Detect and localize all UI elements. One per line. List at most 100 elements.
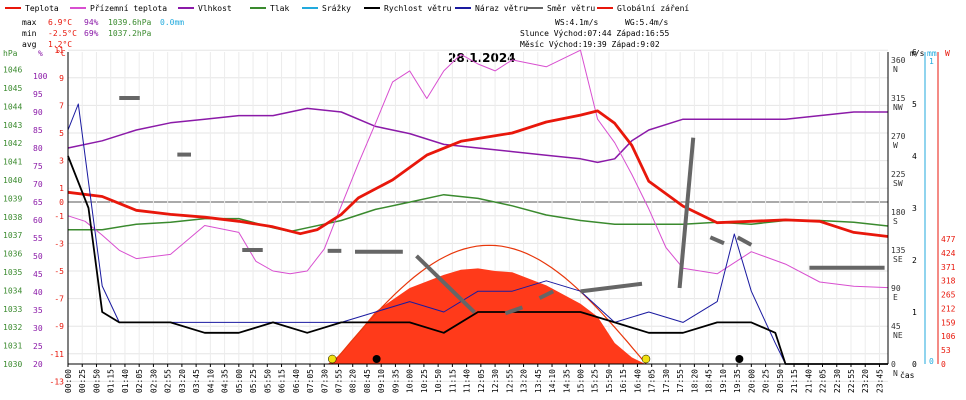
humidity-tick-label: 100 (33, 72, 48, 81)
hpa-tick-label: 1040 (3, 176, 22, 185)
direction-tick-degrees: 225 (891, 170, 906, 179)
direction-tick-cardinal: N (893, 369, 898, 378)
x-tick-label: 14:10 (548, 369, 557, 393)
avg-label: avg (22, 40, 37, 49)
x-tick-label: 08:45 (363, 369, 372, 393)
x-tick-label: 01:40 (121, 369, 130, 393)
temperature-axis-title: °C (56, 49, 66, 58)
x-tick-label: 22:30 (833, 369, 842, 393)
x-tick-label: 19:10 (719, 369, 728, 393)
humidity-tick-label: 95 (33, 90, 43, 99)
x-tick-label: 18:45 (705, 369, 714, 393)
w-tick-label: 477 (941, 235, 956, 244)
max-label: max (22, 18, 37, 27)
hpa-tick-label: 1045 (3, 84, 22, 93)
legend-label: Směr větru (547, 4, 595, 13)
x-tick-label: 23:45 (875, 369, 884, 393)
hpa-tick-label: 1032 (3, 323, 22, 332)
x-tick-label: 16:40 (633, 369, 642, 393)
direction-tick-degrees: 270 (891, 132, 906, 141)
direction-tick-degrees: 360 (891, 56, 906, 65)
humidity-line (67, 107, 888, 164)
x-tick-label: 15:00 (577, 369, 586, 393)
hpa-tick-label: 1044 (3, 102, 22, 111)
hpa-tick-label: 1034 (3, 286, 22, 295)
humidity-tick-label: 30 (33, 324, 43, 333)
hpa-tick-label: 1039 (3, 194, 22, 203)
x-tick-label: 00:25 (78, 369, 87, 393)
ms-tick-label: 4 (912, 152, 917, 161)
x-tick-label: 20:25 (762, 369, 771, 393)
humidity-tick-label: 35 (33, 306, 43, 315)
x-tick-label: 11:15 (448, 369, 457, 393)
direction-tick-degrees: 90 (891, 284, 901, 293)
max-temp: 6.9°C (48, 18, 72, 27)
x-tick-label: 12:55 (505, 369, 514, 393)
x-tick-label: 11:40 (463, 369, 472, 393)
w-axis-title: W (945, 49, 950, 58)
temperature-tick-label: -13 (50, 377, 65, 386)
wg-text: WG:5.4m/s (625, 18, 669, 27)
direction-tick-cardinal: SW (893, 179, 903, 188)
legend-label: Náraz větru (475, 4, 528, 13)
clear-sky-radiation-line (331, 244, 647, 365)
direction-tick-cardinal: S (893, 217, 898, 226)
humidity-tick-label: 80 (33, 144, 43, 153)
wind-direction-segment (580, 281, 643, 294)
w-tick-label: 0 (941, 360, 946, 369)
x-tick-label: 03:45 (192, 369, 201, 393)
x-tick-label: 04:10 (206, 369, 215, 393)
hpa-tick-label: 1037 (3, 231, 22, 240)
series-lines (67, 49, 889, 365)
direction-tick-cardinal: E (893, 293, 898, 302)
w-tick-label: 371 (941, 263, 956, 272)
x-tick-label: 23:20 (861, 369, 870, 393)
w-tick-label: 106 (941, 332, 956, 341)
wind-direction-segment (709, 235, 725, 246)
sun-moon-markers (327, 354, 744, 364)
sun-text: Slunce Východ:07:44 Západ:16:55 (520, 29, 669, 38)
hpa-tick-label: 1033 (3, 305, 22, 314)
humidity-tick-label: 25 (33, 342, 43, 351)
legend: Teplota Přízemní teplota Vlhkost Tlak Srážky… (5, 4, 689, 13)
ms-tick-label: 6 (912, 48, 917, 57)
min-label: min (22, 29, 37, 38)
temperature-tick-label: 11 (54, 46, 64, 55)
x-tick-label: 02:55 (164, 369, 173, 393)
chart-title: 28.1.2024 (448, 51, 516, 65)
humidity-tick-label: 45 (33, 270, 43, 279)
temperature-tick-label: -9 (54, 322, 64, 331)
wind-direction-segment (538, 289, 555, 300)
humidity-tick-label: 85 (33, 126, 43, 135)
legend-label: Rychlost větru (384, 4, 452, 13)
temperature-tick-label: -11 (50, 350, 65, 359)
direction-tick-cardinal: NW (893, 103, 903, 112)
w-tick-label: 424 (941, 249, 956, 258)
x-tick-label: 22:55 (847, 369, 856, 393)
temperature-tick-label: 9 (59, 74, 64, 83)
min-hum: 69% (84, 29, 99, 38)
x-tick-label: 20:00 (747, 369, 756, 393)
x-tick-label: 21:40 (804, 369, 813, 393)
x-tick-label: 12:05 (477, 369, 486, 393)
ms-tick-label: 1 (912, 308, 917, 317)
ms-axis-title: m/s (910, 49, 925, 58)
hpa-tick-label: 1041 (3, 158, 22, 167)
temperature-tick-label: 5 (59, 129, 64, 138)
legend-label: Srážky (322, 4, 351, 13)
ms-tick-label: 0 (912, 360, 917, 369)
max-hum: 94% (84, 18, 99, 27)
humidity-axis-title: % (38, 49, 43, 58)
wind-direction-segment (504, 305, 524, 316)
wind-sun-info: WS:4.1m/s WG:5.4m/s Slunce Východ:07:44 … (520, 18, 669, 49)
humidity-tick-label: 40 (33, 288, 43, 297)
direction-tick-cardinal: SE (893, 255, 903, 264)
max-rain: 0.0mm (160, 18, 184, 27)
x-tick-label: 06:40 (292, 369, 301, 393)
x-tick-label: 20:50 (776, 369, 785, 393)
humidity-tick-label: 65 (33, 198, 43, 207)
axes: hPa% °C1046104510441043104210411040103910… (3, 46, 956, 386)
x-tick-label: 02:05 (135, 369, 144, 393)
legend-label: Globální záření (617, 4, 689, 13)
x-axis-ticks: 00:00 00:25 00:50 01:15 01:40 02:05 02:30 02:55… (64, 364, 884, 393)
